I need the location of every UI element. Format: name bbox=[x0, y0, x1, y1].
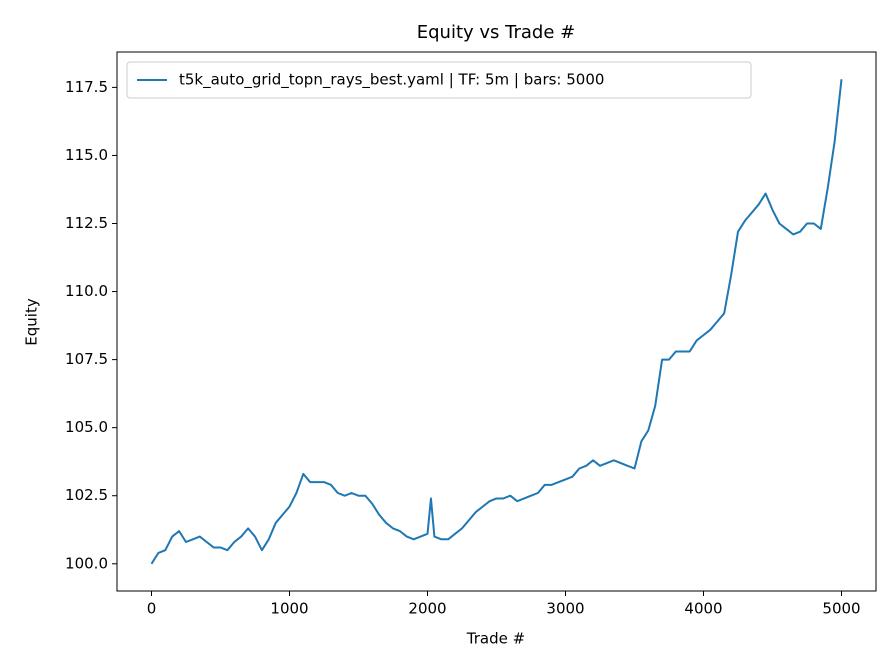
legend-box bbox=[126, 61, 752, 99]
x-tick-label: 2000 bbox=[408, 600, 446, 618]
x-tick-label: 3000 bbox=[546, 600, 584, 618]
y-tick-label: 117.5 bbox=[65, 78, 108, 96]
x-tick-label: 1000 bbox=[270, 600, 308, 618]
chart-title: Equity vs Trade # bbox=[417, 22, 575, 43]
y-tick-label: 107.5 bbox=[65, 350, 108, 368]
series-line bbox=[150, 79, 843, 565]
plot-frame bbox=[116, 51, 877, 592]
y-tick-label: 115.0 bbox=[65, 146, 108, 164]
y-tick-label: 100.0 bbox=[65, 554, 108, 572]
y-tick-label: 112.5 bbox=[65, 214, 108, 232]
y-tick-label: 110.0 bbox=[65, 282, 108, 300]
x-axis-label: Trade # bbox=[466, 630, 525, 648]
y-axis-label: Equity bbox=[23, 298, 41, 346]
y-tick-label: 102.5 bbox=[65, 486, 108, 504]
x-tick-label: 4000 bbox=[684, 600, 722, 618]
x-tick-label: 0 bbox=[147, 600, 157, 618]
legend-label: t5k_auto_grid_topn_rays_best.yaml | TF: … bbox=[179, 71, 604, 90]
x-tick-label: 5000 bbox=[822, 600, 860, 618]
y-tick-label: 105.0 bbox=[65, 418, 108, 436]
